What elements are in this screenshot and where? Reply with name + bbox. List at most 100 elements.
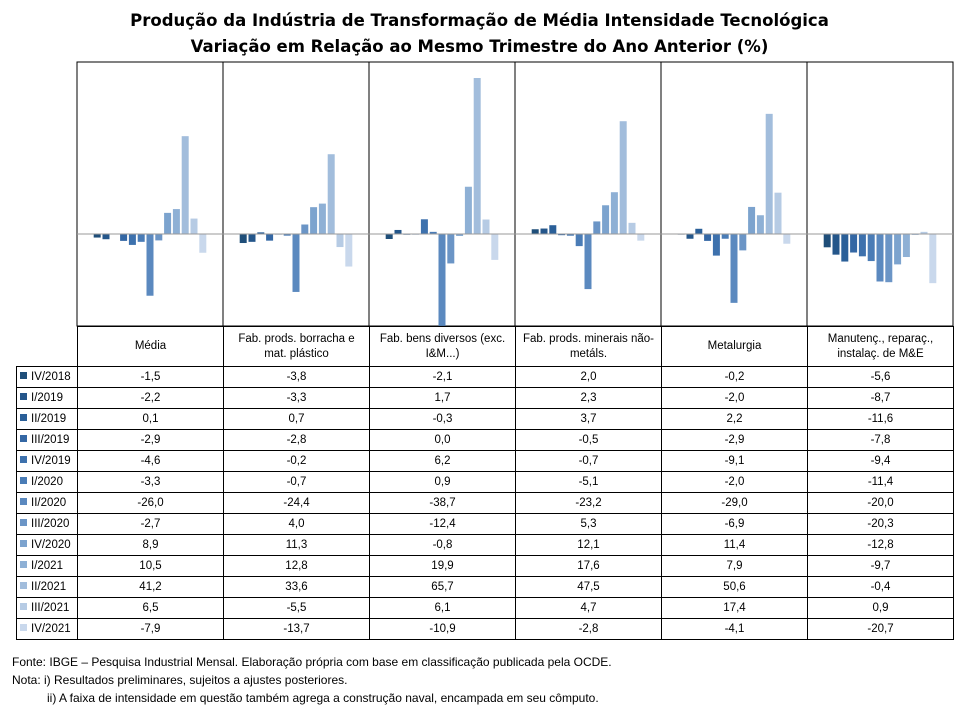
value-cell: 5,3 — [515, 513, 662, 535]
value-cell: -9,1 — [661, 450, 808, 472]
bar — [199, 234, 207, 253]
series-name: IV/2018 — [31, 371, 71, 383]
bar — [473, 78, 481, 234]
bar — [318, 203, 326, 234]
value-cell: -4,1 — [661, 618, 808, 640]
value-cell: -5,5 — [223, 597, 370, 619]
column-header-text: Metalurgia — [707, 340, 762, 352]
bar — [310, 207, 318, 234]
value-cell: 6,1 — [369, 597, 516, 619]
value-cell: -3,3 — [223, 387, 370, 409]
bar — [704, 234, 712, 241]
bar — [336, 234, 344, 248]
bar — [283, 234, 291, 236]
value-cell: -2,0 — [661, 387, 808, 409]
bar — [756, 215, 764, 234]
bar — [584, 234, 592, 290]
bar — [301, 224, 309, 234]
value-cell: -20,3 — [807, 513, 954, 535]
table-row: II/2019 0,1 0,7 -0,3 3,7 2,2 -11,6 — [16, 408, 954, 430]
bar — [172, 209, 180, 234]
value-cell: 2,0 — [515, 366, 662, 388]
bar — [920, 231, 928, 234]
series-name: III/2021 — [31, 602, 70, 614]
value-cell: -2,9 — [77, 429, 224, 451]
legend-swatch — [20, 624, 27, 632]
legend-swatch — [20, 477, 27, 485]
bar — [146, 234, 154, 296]
table-row: I/2020 -3,3 -0,7 0,9 -5,1 -2,0 -11,4 — [16, 471, 954, 493]
table-column-header: Metalurgia — [661, 326, 808, 367]
value-cell: 4,0 — [223, 513, 370, 535]
bar — [420, 219, 428, 234]
table-column-header: Fab. bens diversos (exc. I&M...) — [369, 326, 516, 367]
table-row: III/2019 -2,9 -2,8 0,0 -0,5 -2,9 -7,8 — [16, 429, 954, 451]
value-cell: -3,3 — [77, 471, 224, 493]
value-cell: 6,5 — [77, 597, 224, 619]
value-cell: 2,2 — [661, 408, 808, 430]
value-cell: -24,4 — [223, 492, 370, 514]
bar — [266, 234, 274, 241]
legend-swatch — [20, 393, 27, 401]
footer-note-1: Nota: i) Resultados preliminares, sujeit… — [12, 673, 348, 687]
column-header-text: I&M...) — [425, 347, 460, 360]
value-cell: 4,7 — [515, 597, 662, 619]
value-cell: -9,4 — [807, 450, 954, 472]
footer-note-2: ii) A faixa de intensidade em questão ta… — [47, 691, 599, 705]
bar — [628, 222, 636, 234]
series-label-cell: I/2021 — [16, 555, 78, 577]
value-cell: -12,4 — [369, 513, 516, 535]
series-name: II/2019 — [31, 413, 67, 425]
bar — [93, 234, 101, 238]
table-header-row: Média Fab. prods. borracha e mat. plástico… — [16, 326, 954, 367]
bar — [456, 234, 464, 236]
value-cell: 0,7 — [223, 408, 370, 430]
bar — [823, 234, 831, 248]
bar-chart — [76, 61, 954, 327]
bar — [429, 231, 437, 234]
value-cell: 8,9 — [77, 534, 224, 556]
column-header-text: Fab. prods. minerais não- — [522, 332, 655, 345]
value-cell: -2,9 — [661, 429, 808, 451]
series-label-cell: II/2019 — [16, 408, 78, 430]
value-cell: 12,1 — [515, 534, 662, 556]
column-header-text: instalaç. de M&E — [837, 347, 924, 360]
chart-title-line-1: Produção da Indústria de Transformação d… — [130, 11, 829, 30]
series-label-cell: I/2020 — [16, 471, 78, 493]
value-cell: 3,7 — [515, 408, 662, 430]
value-cell: -4,6 — [77, 450, 224, 472]
table-corner-cell — [16, 326, 78, 367]
value-cell: -0,3 — [369, 408, 516, 430]
bar — [447, 234, 455, 264]
value-cell: -7,9 — [77, 618, 224, 640]
bar — [181, 136, 189, 234]
value-cell: -29,0 — [661, 492, 808, 514]
bar — [549, 225, 557, 234]
value-cell: 19,9 — [369, 555, 516, 577]
legend-swatch — [20, 414, 27, 422]
bar — [721, 234, 729, 239]
bar — [748, 206, 756, 234]
table-column-header: Fab. prods. minerais não-metáls. — [515, 326, 662, 367]
bar — [164, 212, 172, 234]
series-label-cell: IV/2019 — [16, 450, 78, 472]
legend-swatch — [20, 582, 27, 590]
series-label-cell: IV/2018 — [16, 366, 78, 388]
bar — [902, 234, 910, 258]
value-cell: -5,6 — [807, 366, 954, 388]
column-header-text: Média — [134, 340, 167, 352]
series-name: I/2020 — [31, 476, 63, 488]
series-name: II/2021 — [31, 581, 67, 593]
series-label-cell: I/2019 — [16, 387, 78, 409]
bar — [155, 234, 163, 241]
value-cell: 0,1 — [77, 408, 224, 430]
table-column-header: Manutenç., reparaç., instalaç. de M&E — [807, 326, 954, 367]
column-header-text: mat. plástico — [264, 347, 329, 360]
value-cell: -8,7 — [807, 387, 954, 409]
legend-swatch — [20, 456, 27, 464]
value-cell: -11,6 — [807, 408, 954, 430]
footer-source: Fonte: IBGE – Pesquisa Industrial Mensal… — [12, 655, 612, 669]
column-header-text: Fab. bens diversos (exc. — [379, 332, 506, 345]
column-header-text: Fab. prods. borracha e — [238, 332, 355, 345]
value-cell: 0,9 — [807, 597, 954, 619]
